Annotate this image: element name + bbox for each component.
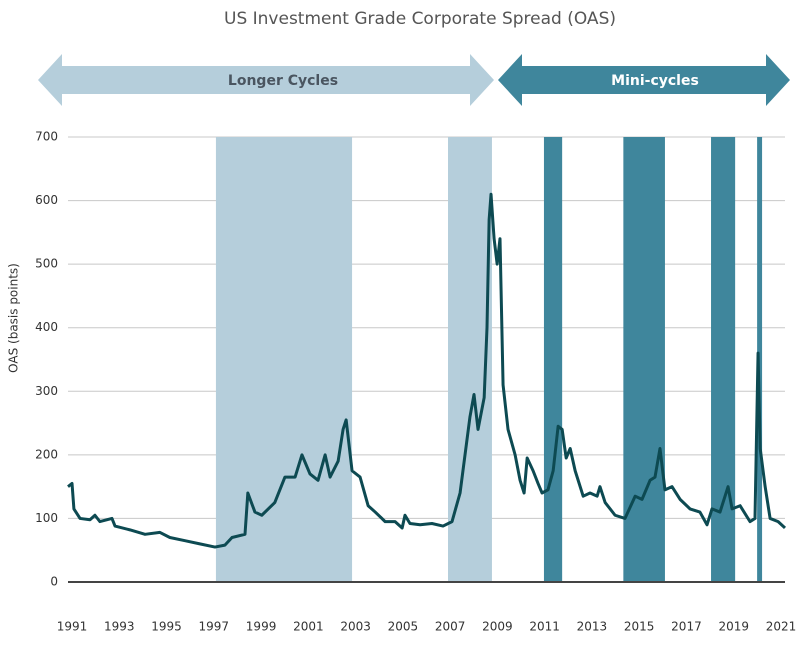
arrow-mini: [498, 54, 790, 106]
x-tick-label: 1999: [246, 620, 277, 634]
shaded-period: [215, 137, 353, 582]
x-tick-label: 2009: [482, 620, 513, 634]
chart-title: US Investment Grade Corporate Spread (OA…: [224, 9, 616, 29]
x-tick-label: 2011: [529, 620, 560, 634]
x-tick-label: 2001: [293, 620, 324, 634]
x-tick-label: 2015: [624, 620, 655, 634]
annotation: Longer Cycles: [228, 73, 338, 89]
x-tick-label: 1991: [57, 620, 88, 634]
y-tick-label: 400: [35, 320, 58, 334]
y-tick-label: 300: [35, 384, 58, 398]
shaded-period: [623, 137, 665, 582]
y-tick-label: 700: [35, 130, 58, 144]
x-tick-label: 1993: [104, 620, 135, 634]
line: [67, 192, 787, 549]
y-tick-label: 0: [50, 575, 58, 589]
x-tick-label: 1997: [199, 620, 230, 634]
x-tick-label: 2003: [340, 620, 371, 634]
y-tick-label: 200: [35, 447, 58, 461]
arrow-longer: [38, 54, 494, 106]
y-axis-label: OAS (basis points): [7, 263, 21, 373]
shaded-period: [711, 137, 736, 582]
x-tick-label: 2021: [766, 620, 797, 634]
y-tick-label: 100: [35, 511, 58, 525]
x-tick-label: 2017: [671, 620, 702, 634]
x-tick-label: 2013: [577, 620, 608, 634]
x-tick-label: 2007: [435, 620, 466, 634]
shaded-period: [543, 137, 563, 582]
x-tick-label: 1995: [151, 620, 182, 634]
x-tick-label: 2019: [718, 620, 749, 634]
annotation: Mini-cycles: [611, 73, 699, 89]
y-tick-label: 600: [35, 193, 58, 207]
x-tick-label: 2005: [388, 620, 419, 634]
y-tick-label: 500: [35, 257, 58, 271]
